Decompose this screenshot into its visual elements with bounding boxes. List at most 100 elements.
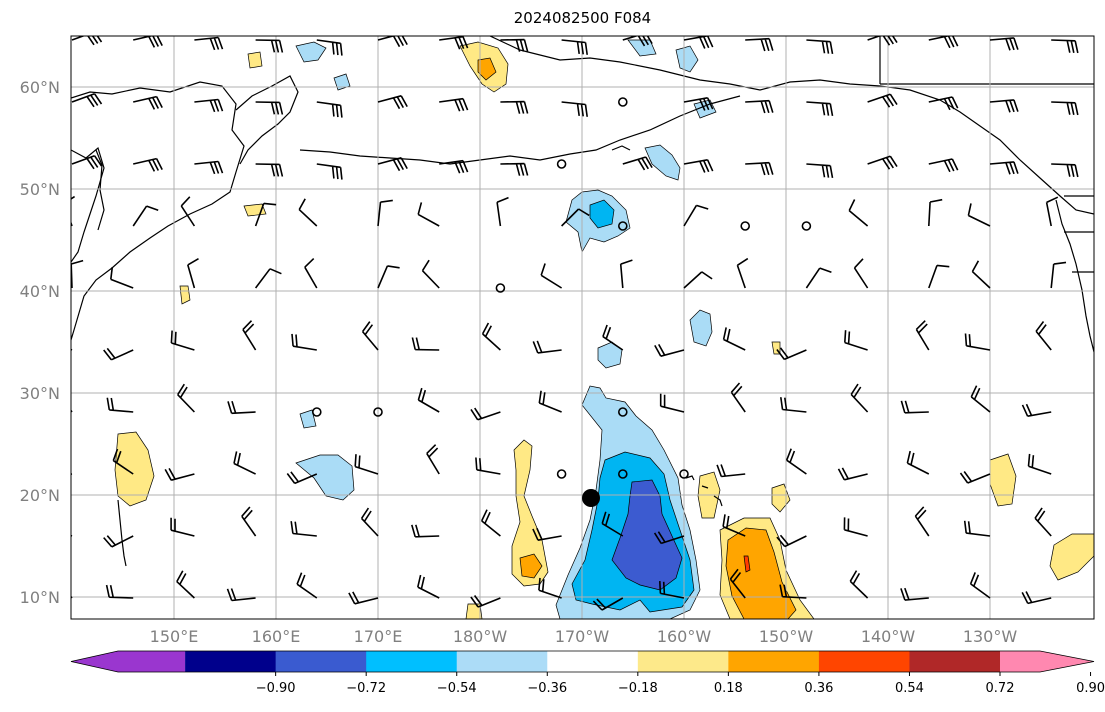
- wind-barb: [806, 163, 834, 179]
- wind-barb: [736, 257, 749, 289]
- wind-barb: [377, 157, 408, 172]
- wind-barb: [316, 101, 343, 118]
- map-frame: [70, 35, 1095, 620]
- wind-barb: [377, 265, 400, 289]
- colorbar-segment: [456, 651, 548, 672]
- lat-label: 50°N: [20, 180, 60, 199]
- colorbar-segment: [275, 651, 367, 672]
- wind-barb: [170, 517, 195, 537]
- wind-barb: [132, 205, 159, 227]
- wind-barb: [843, 517, 868, 537]
- wind-barb: [304, 258, 318, 289]
- lon-label: 160°E: [252, 627, 301, 646]
- wind-barb: [1051, 39, 1079, 54]
- wind-barb: [316, 163, 343, 180]
- colorbar-tick-label: 0.72: [986, 681, 1015, 696]
- wind-barb: [928, 36, 959, 49]
- wind-barb: [242, 320, 257, 351]
- wind-barb: [1027, 453, 1052, 475]
- calm-wind-marker: [617, 221, 628, 231]
- coastlines: [71, 36, 1094, 567]
- calm-wind-marker: [801, 221, 812, 231]
- wind-barb: [683, 159, 714, 173]
- calm-wind-marker: [311, 407, 322, 417]
- wind-barb: [538, 390, 562, 413]
- wind-barb: [226, 588, 256, 602]
- lat-label: 10°N: [20, 588, 60, 607]
- wind-barb: [411, 524, 440, 538]
- wind-barb: [470, 407, 501, 421]
- wind-barb: [959, 471, 991, 484]
- wind-barb: [439, 36, 469, 50]
- coastline-marianas: [117, 499, 127, 567]
- calm-wind-marker: [679, 469, 689, 479]
- wind-barb: [411, 337, 440, 351]
- wind-barb: [500, 100, 529, 114]
- wind-barb: [659, 393, 685, 413]
- wind-barb: [776, 347, 807, 361]
- wind-barb: [377, 36, 408, 48]
- colorbar-outline: [70, 650, 1095, 673]
- wind-barb: [254, 268, 282, 289]
- colorbar-tick-label: 0.54: [895, 681, 924, 696]
- wind-barb: [900, 587, 929, 601]
- wind-barb: [417, 574, 440, 599]
- lon-label: 170°E: [354, 627, 403, 646]
- colorbar-tick-label: 0.18: [714, 681, 743, 696]
- colorbar-arrow-high: [1000, 651, 1094, 672]
- wind-barb: [683, 36, 714, 49]
- wind-barb: [722, 327, 746, 351]
- wind-barb: [417, 202, 440, 227]
- border-canada: [879, 36, 1094, 85]
- wind-barb: [561, 208, 590, 227]
- wind-barb: [291, 333, 317, 351]
- wind-barb: [254, 202, 277, 227]
- lon-label: 130°W: [963, 627, 1018, 646]
- lat-label: 30°N: [20, 384, 60, 403]
- negative-anomaly-nw: [295, 41, 327, 63]
- wind-barb: [659, 581, 685, 599]
- calm-wind-marker: [617, 97, 628, 107]
- lon-label: 150°E: [150, 627, 199, 646]
- wind-barb: [176, 570, 195, 599]
- wind-barb: [133, 157, 163, 172]
- wind-barb: [837, 467, 868, 481]
- wind-barb: [500, 38, 529, 52]
- longitude-labels: 150°E 160°E 170°E 180°W 170°W 160°W 150°…: [150, 627, 1018, 646]
- wind-barb: [298, 198, 318, 227]
- wind-barb: [421, 259, 440, 289]
- wind-barb: [722, 514, 746, 537]
- wind-barb: [71, 36, 103, 46]
- negative-anomaly-small-4: [299, 409, 317, 429]
- wind-barb: [989, 161, 1019, 175]
- calm-wind-marker: [373, 407, 383, 417]
- negative-anomaly-north-core: [589, 199, 615, 229]
- wind-barb: [785, 448, 807, 475]
- wind-barb: [377, 199, 393, 227]
- colorbar-segment: [728, 651, 820, 672]
- colorbar-segment: [366, 651, 458, 672]
- map-title: 2024082500 F084: [513, 9, 652, 27]
- wind-barb: [1045, 196, 1059, 227]
- wind-barb: [654, 344, 685, 357]
- wind-barb: [227, 400, 256, 415]
- lat-label: 40°N: [20, 282, 60, 301]
- wind-barb: [133, 36, 163, 48]
- wind-barb: [1034, 507, 1052, 537]
- colorbar-tick-label: −0.36: [527, 681, 567, 696]
- wind-barb: [967, 203, 991, 227]
- lon-label: 160°W: [657, 627, 712, 646]
- positive-anomaly-east-red: [743, 555, 751, 573]
- wind-barb: [716, 464, 746, 478]
- wind-barb: [112, 448, 134, 475]
- wind-barb: [241, 506, 257, 537]
- wind-barb: [1051, 163, 1079, 178]
- wind-barb: [780, 397, 807, 413]
- lat-label: 60°N: [20, 78, 60, 97]
- wind-barb: [316, 39, 343, 56]
- colorbar-tick-label: −0.72: [346, 681, 386, 696]
- negative-anomaly-small-3: [627, 39, 657, 57]
- negative-anomaly-alaska: [644, 144, 681, 181]
- wind-barb: [1050, 261, 1067, 289]
